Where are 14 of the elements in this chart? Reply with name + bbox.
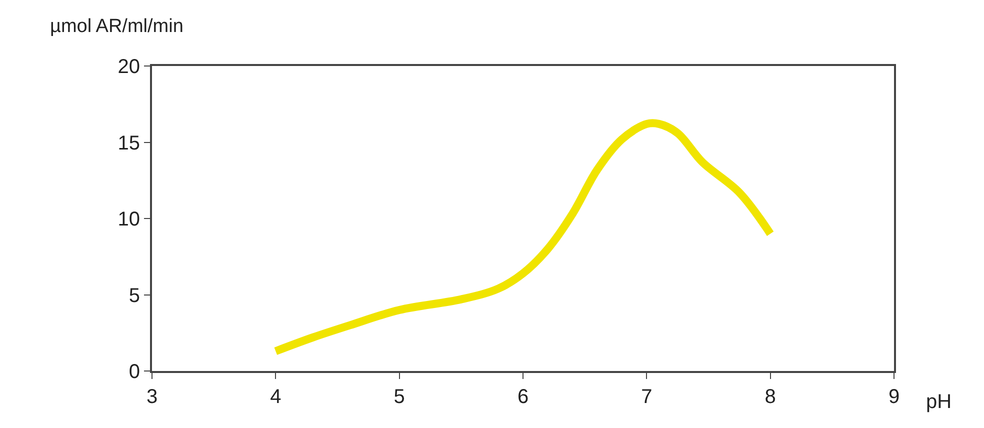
x-tick-label: 3 bbox=[146, 386, 158, 408]
y-tick-label: 20 bbox=[118, 56, 140, 78]
x-axis-title: pH bbox=[926, 391, 952, 413]
y-axis-title: µmol AR/ml/min bbox=[50, 16, 184, 37]
x-tick-label: 8 bbox=[764, 386, 776, 408]
x-tick-label: 4 bbox=[270, 386, 282, 408]
x-tick-label: 7 bbox=[641, 386, 652, 408]
x-tick-label: 6 bbox=[517, 386, 529, 408]
y-tick-label: 0 bbox=[128, 361, 140, 383]
x-tick-label: 9 bbox=[888, 386, 900, 408]
x-tick-label: 5 bbox=[394, 386, 405, 408]
y-tick-label: 5 bbox=[128, 284, 140, 307]
y-tick-label: 10 bbox=[118, 208, 140, 230]
y-tick-label: 15 bbox=[118, 132, 140, 154]
